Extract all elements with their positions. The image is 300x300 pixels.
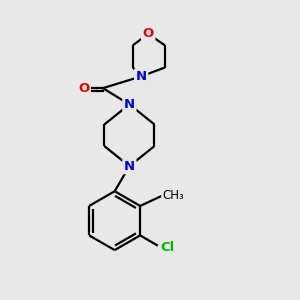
Text: Cl: Cl [160,241,174,254]
Text: O: O [78,82,89,95]
Text: CH₃: CH₃ [163,188,184,202]
Text: N: N [124,98,135,111]
Text: O: O [142,28,154,40]
Text: N: N [124,160,135,173]
Text: N: N [136,70,147,83]
